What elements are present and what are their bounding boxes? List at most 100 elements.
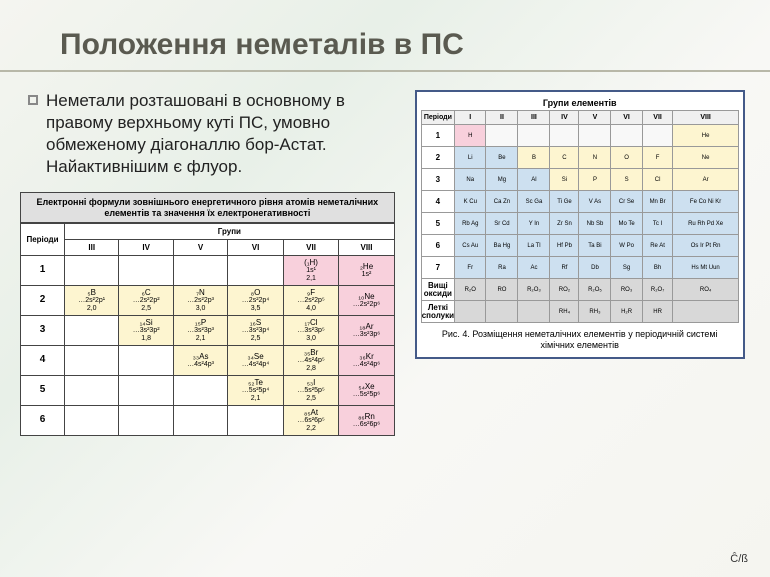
pt-group-col: IV [550, 111, 579, 125]
oxide-cell: RO₂ [550, 279, 579, 301]
pt-element-cell: N [579, 147, 611, 169]
pt-element-cell: Be [486, 147, 518, 169]
element-cell [119, 406, 173, 436]
pt-element-cell: Tc I [642, 213, 673, 235]
pt-element-cell: Ru Rh Pd Xe [673, 213, 738, 235]
group-col: III [65, 240, 119, 256]
hydride-cell [673, 301, 738, 323]
pt-element-cell: Ta Bi [579, 235, 611, 257]
hydride-cell: H₂R [611, 301, 642, 323]
element-cell: (₁H)1s¹2,1 [283, 256, 338, 286]
pt-element-cell: Al [518, 169, 550, 191]
element-cell: ₃₅Br…4s²4p⁵2,8 [283, 346, 338, 376]
pt-group-col: I [455, 111, 486, 125]
col-groups: Групи [65, 224, 395, 240]
table-row: 3₁₄Si…3s²3p²1,8₁₅P…3s²3p³2,1₁₆S…3s²3p⁴2,… [21, 316, 395, 346]
oxide-cell: R₂O₅ [579, 279, 611, 301]
pt-element-cell: V As [579, 191, 611, 213]
element-cell: ₃₃As…4s²4p³ [173, 346, 227, 376]
element-cell [119, 376, 173, 406]
pt-element-cell: Mg [486, 169, 518, 191]
pt-element-cell: Hf Pb [550, 235, 579, 257]
pt-element-cell: Hs Mt Uun [673, 257, 738, 279]
pt-element-cell: Zr Sn [550, 213, 579, 235]
pt-group-col: V [579, 111, 611, 125]
pt-element-cell: Nb Sb [579, 213, 611, 235]
paragraph: Неметали розташовані в основному в право… [46, 90, 395, 178]
pt-element-cell: Mn Br [642, 191, 673, 213]
group-labels-row: IIIIVVVIVIIVIII [21, 240, 395, 256]
pt-period-cell: 6 [421, 235, 454, 257]
pt-element-cell: Ti Ge [550, 191, 579, 213]
pt-group-col: VIII [673, 111, 738, 125]
hydride-row: Леткі сполуки RH₄RH₃H₂RHR [421, 301, 738, 323]
pt-element-cell: Li [455, 147, 486, 169]
pt-element-cell: Ar [673, 169, 738, 191]
element-cell: ₁₀Ne…2s²2p⁶ [339, 286, 394, 316]
pt-element-cell [486, 125, 518, 147]
pt-element-cell: Cr Se [611, 191, 642, 213]
table-header-row: Періоди Групи [21, 224, 395, 240]
element-cell: ₁₈Ar…3s²3p⁶ [339, 316, 394, 346]
element-cell [65, 256, 119, 286]
group-col: VIII [339, 240, 394, 256]
hydride-cell [518, 301, 550, 323]
period-cell: 3 [21, 316, 65, 346]
table-row: 2₅B…2s²2p¹2,0₆C…2s²2p²2,5₇N…2s²2p³3,0₈O…… [21, 286, 395, 316]
element-cell: ₇N…2s²2p³3,0 [173, 286, 227, 316]
pt-element-cell: Ba Hg [486, 235, 518, 257]
group-col: VII [283, 240, 338, 256]
pt-element-cell: Ra [486, 257, 518, 279]
right-column: Групи елементів Періоди III IIIIV VVI VI… [415, 90, 750, 436]
element-cell [173, 406, 227, 436]
element-cell: ₁₇Cl…3s²3p⁵3,0 [283, 316, 338, 346]
element-cell [65, 346, 119, 376]
element-cell: ₅B…2s²2p¹2,0 [65, 286, 119, 316]
pt-element-cell: Si [550, 169, 579, 191]
pt-group-col: III [518, 111, 550, 125]
pt-element-cell [642, 125, 673, 147]
pt-group-col: II [486, 111, 518, 125]
pt-element-cell: Os Ir Pt Rn [673, 235, 738, 257]
pt-element-cell: Fr [455, 257, 486, 279]
bullet-icon [28, 95, 38, 105]
element-cell [228, 256, 284, 286]
element-cell: ₅₃I…5s²5p⁵2,5 [283, 376, 338, 406]
element-cell: ₈₅At…6s²6p⁵2,2 [283, 406, 338, 436]
table-row: 4₃₃As…4s²4p³₃₄Se…4s²4p⁴₃₅Br…4s²4p⁵2,8₃₆K… [21, 346, 395, 376]
element-cell [228, 406, 284, 436]
element-cell: ₆C…2s²2p²2,5 [119, 286, 173, 316]
page-title: Положення неметалів в ПС [0, 0, 770, 72]
content-row: Неметали розташовані в основному в право… [0, 90, 770, 436]
pt-element-cell: Fe Co Ni Kr [673, 191, 738, 213]
periodic-table-wrap: Групи елементів Періоди III IIIIV VVI VI… [415, 90, 745, 359]
element-cell: ₁₄Si…3s²3p²1,8 [119, 316, 173, 346]
element-cell [65, 406, 119, 436]
pt-element-cell: Cl [642, 169, 673, 191]
hydride-cell [455, 301, 486, 323]
pt-element-cell: Db [579, 257, 611, 279]
oxide-cell: RO₄ [673, 279, 738, 301]
pt-element-cell: O [611, 147, 642, 169]
pt-groups-label: Групи елементів [421, 96, 739, 110]
pt-element-cell [518, 125, 550, 147]
pt-header-row: Періоди III IIIIV VVI VIIVIII [421, 111, 738, 125]
corner-mark: Ĉ/ß [730, 553, 748, 565]
pt-element-cell: F [642, 147, 673, 169]
group-col: VI [228, 240, 284, 256]
left-column: Неметали розташовані в основному в право… [20, 90, 395, 436]
pt-period-cell: 7 [421, 257, 454, 279]
small-table-caption: Електронні формули зовнішнього енергетич… [20, 192, 395, 223]
pt-element-cell: K Cu [455, 191, 486, 213]
element-cell [65, 376, 119, 406]
pt-element-cell: W Po [611, 235, 642, 257]
col-period: Періоди [21, 224, 65, 256]
element-cell [173, 256, 227, 286]
element-cell [173, 376, 227, 406]
element-cell: ₃₄Se…4s²4p⁴ [228, 346, 284, 376]
pt-element-cell: P [579, 169, 611, 191]
table-row: 6₈₅At…6s²6p⁵2,2₈₆Rn…6s²6p⁶ [21, 406, 395, 436]
pt-row: 1HHe [421, 125, 738, 147]
group-col: V [173, 240, 227, 256]
hydride-cell: RH₄ [550, 301, 579, 323]
